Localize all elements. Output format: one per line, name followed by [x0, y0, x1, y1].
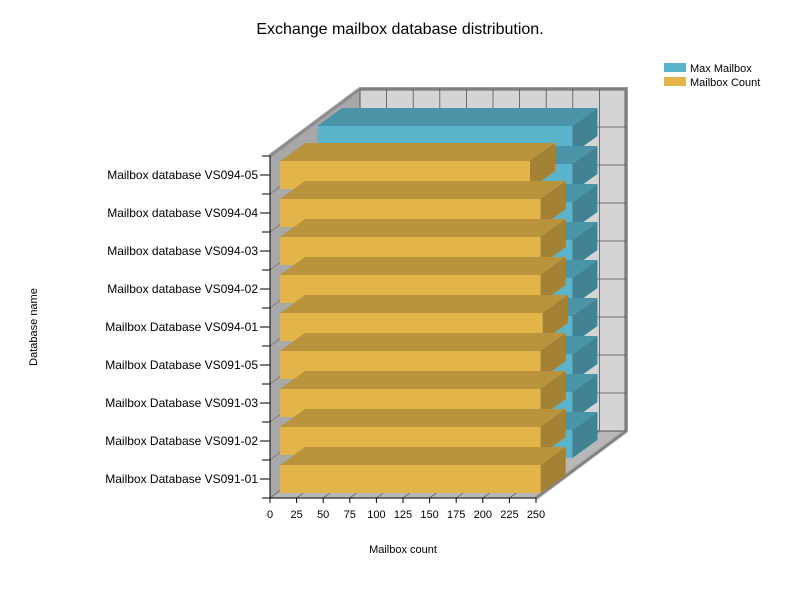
- bar-mailbox-count: [280, 447, 566, 493]
- x-tick-label: 0: [267, 509, 273, 521]
- bar-max-mailbox-side: [572, 336, 598, 382]
- x-tick-label: 175: [447, 509, 465, 521]
- x-tick-label: 250: [527, 509, 545, 521]
- x-axis-label: Mailbox count: [369, 544, 437, 556]
- bar-max-mailbox-side: [572, 260, 598, 306]
- bar-max-mailbox-top: [317, 108, 598, 126]
- legend-label-mailbox-count: Mailbox Count: [690, 77, 760, 89]
- left-gridline-y: [269, 88, 361, 157]
- bar-max-mailbox-side: [572, 374, 598, 420]
- bars: [280, 108, 598, 493]
- legend-label-max-mailbox: Max Mailbox: [690, 63, 752, 75]
- bar-mailbox-count-side: [540, 447, 566, 493]
- bar-max-mailbox-side: [572, 184, 598, 230]
- bar-mailbox-count-top: [280, 143, 555, 161]
- bar-mailbox-count-side: [540, 409, 566, 455]
- bar-mailbox-count-side: [540, 371, 566, 417]
- bar-max-mailbox-side: [572, 222, 598, 268]
- bar-max-mailbox-side: [572, 298, 598, 344]
- legend-swatch-mailbox-count: [664, 77, 686, 86]
- bar-mailbox-count-top: [280, 409, 566, 427]
- bar-mailbox-count-side: [530, 143, 555, 189]
- x-tick-label: 150: [420, 509, 438, 521]
- y-tick-label: Mailbox database VS094-05: [107, 168, 258, 182]
- x-tick-label: 125: [394, 509, 412, 521]
- bar-mailbox-count-top: [280, 181, 566, 199]
- bar-mailbox-count-top: [280, 333, 566, 351]
- x-tick-label: 225: [500, 509, 518, 521]
- bar-mailbox-count-side: [540, 333, 566, 379]
- chart-title: Exchange mailbox database distribution.: [256, 21, 543, 38]
- bar-mailbox-count-top: [280, 371, 566, 389]
- bar-mailbox-count-top: [280, 219, 566, 237]
- y-tick-label: Mailbox database VS094-03: [107, 244, 258, 258]
- bar-mailbox-count-front: [280, 465, 541, 493]
- bar-max-mailbox-side: [572, 108, 598, 154]
- bar-mailbox-count-side: [540, 257, 566, 303]
- bar-mailbox-count-side: [540, 219, 566, 265]
- y-tick-label: Mailbox database VS094-02: [107, 282, 258, 296]
- y-tick-label: Mailbox Database VS091-05: [105, 358, 258, 372]
- x-tick-label: 100: [367, 509, 385, 521]
- x-axis: 0 25 50 75 100 125 150 175 200 225 250: [267, 497, 545, 521]
- bar-mailbox-count-side: [542, 295, 568, 341]
- y-tick-label: Mailbox Database VS091-02: [105, 434, 258, 448]
- legend-swatch-max-mailbox: [664, 63, 686, 72]
- bar-mailbox-count-top: [280, 257, 566, 275]
- bar-max-mailbox-side: [572, 146, 598, 192]
- y-axis-label: Database name: [28, 288, 40, 366]
- bar-max-mailbox-side: [572, 412, 598, 458]
- bar-mailbox-count-top: [280, 447, 566, 465]
- y-tick-label: Mailbox Database VS091-03: [105, 396, 258, 410]
- legend: Max Mailbox Mailbox Count: [664, 63, 760, 89]
- bar-mailbox-count-side: [540, 181, 566, 227]
- x-tick-label: 50: [317, 509, 329, 521]
- y-tick-label: Mailbox Database VS091-01: [105, 472, 258, 486]
- floor-gridline-x: [535, 430, 627, 499]
- y-axis: Mailbox Database VS091-01 Mailbox Databas…: [105, 155, 271, 499]
- y-tick-label: Mailbox Database VS094-01: [105, 320, 258, 334]
- x-tick-label: 200: [474, 509, 492, 521]
- x-tick-label: 25: [290, 509, 302, 521]
- bar-mailbox-count-top: [280, 295, 568, 313]
- y-tick-label: Mailbox database VS094-04: [107, 206, 258, 220]
- x-tick-label: 75: [344, 509, 356, 521]
